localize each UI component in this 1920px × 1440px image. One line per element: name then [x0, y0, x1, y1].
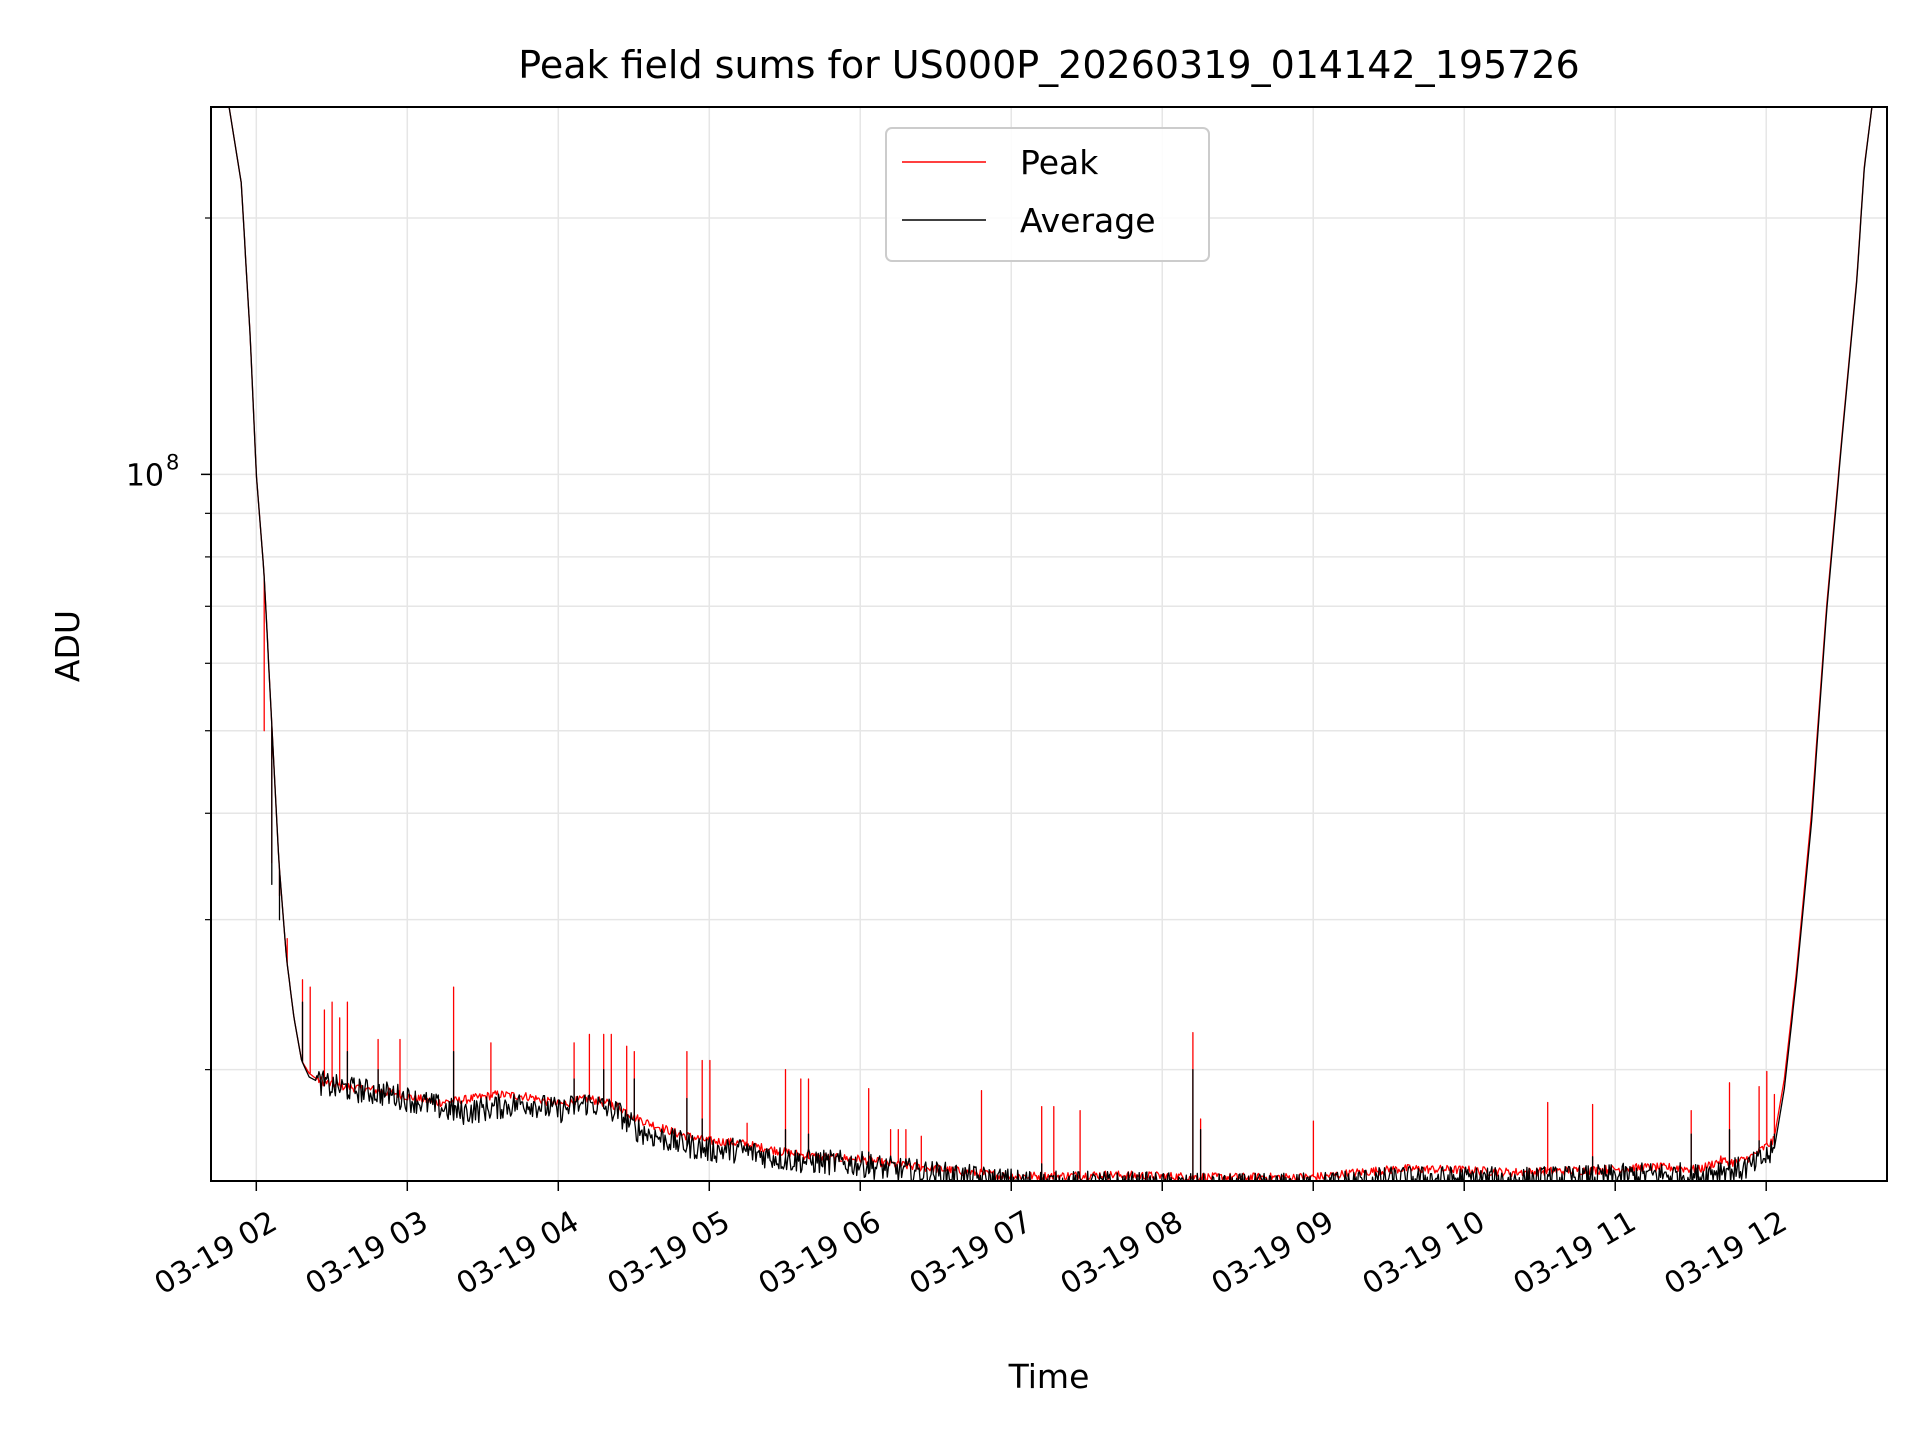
- y-tick-label-base: 10: [126, 458, 164, 493]
- y-axis-label: ADU: [48, 610, 87, 682]
- x-axis-label: Time: [1008, 1357, 1090, 1396]
- y-tick-label: 10 8: [126, 450, 180, 493]
- y-tick-label-exponent: 8: [166, 450, 179, 474]
- legend-peak-label: Peak: [1020, 143, 1099, 182]
- grid: [211, 107, 1887, 1181]
- plot-frame: [210, 106, 1888, 1182]
- legend: Peak Average: [885, 127, 1210, 262]
- series-line-average: [228, 107, 1873, 1181]
- chart-title: Peak field sums for US000P_20260319_0141…: [518, 43, 1579, 87]
- plot-lines: [228, 107, 1873, 1181]
- legend-average-label: Average: [1020, 201, 1156, 240]
